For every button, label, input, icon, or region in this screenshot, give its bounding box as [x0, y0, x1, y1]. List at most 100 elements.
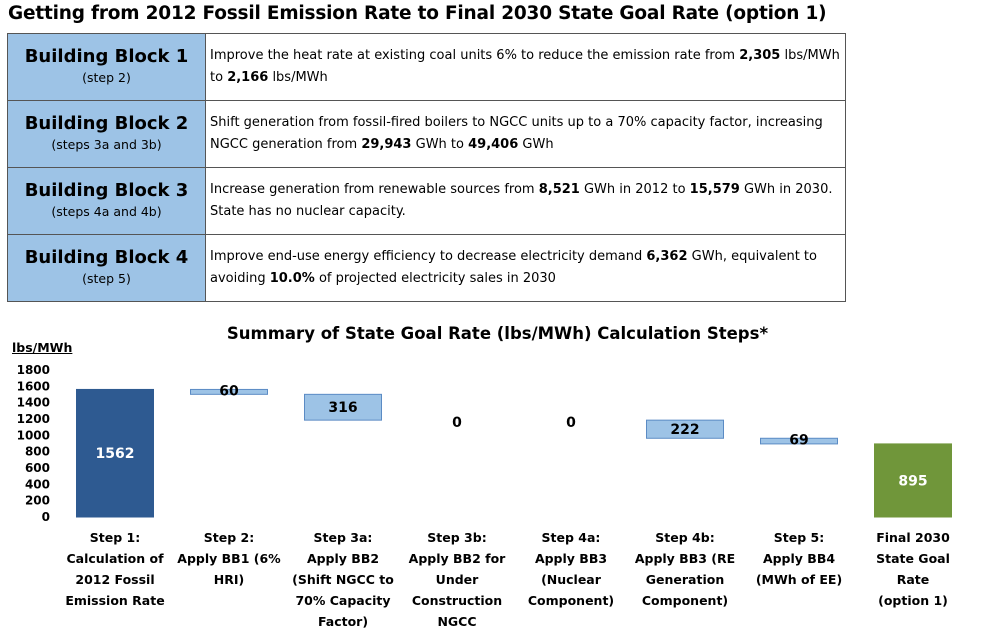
building-block-row: Building Block 2 (steps 3a and 3b) Shift g… [7, 100, 846, 168]
category-label-line: (Shift NGCC to [292, 572, 394, 587]
building-block-table: Building Block 1 (step 2) Improve the heat… [7, 33, 846, 302]
category-label: Step 4b: Apply BB3 (RE Generation Component… [629, 527, 741, 611]
category-label: Step 3a: Apply BB2 (Shift NGCC to 70% Capac… [287, 527, 399, 632]
building-block-row: Building Block 3 (steps 4a and 4b) Increas… [7, 167, 846, 235]
description-value: 2,166 [227, 70, 269, 85]
waterfall-bar [304, 393, 382, 421]
description-text: GWh in 2030. State has no nuclear capaci… [210, 182, 833, 219]
description-text: of projected electricity sales in 2030 [314, 271, 556, 286]
building-block-name: Building Block 3 [24, 180, 189, 201]
category-label-line: (option 1) [878, 593, 948, 608]
waterfall-bar [646, 419, 724, 439]
category-label: Step 1: Calculation of 2012 Fossil Emission… [59, 527, 171, 611]
category-label-line: Step 4b: [655, 530, 715, 545]
description-value: 8,521 [538, 182, 580, 197]
description-text: GWh, equivalent to avoiding [210, 249, 817, 286]
category-label-line: Apply BB1 (6% [177, 551, 281, 566]
description-value: 2,305 [739, 48, 781, 63]
category-label-line: Step 5: [773, 530, 825, 545]
y-axis-unit-label: lbs/MWh [12, 340, 73, 355]
category-label-line: Construction [411, 593, 503, 608]
y-tick-label: 1200 [17, 412, 50, 426]
description-text: GWh to [411, 137, 469, 152]
category-label-line: Apply BB3 [534, 551, 608, 566]
data-label: 1562 [96, 446, 135, 462]
building-block-step: (step 2) [82, 70, 131, 85]
description-value: 49,406 [468, 137, 519, 152]
waterfall-bar [190, 388, 268, 395]
category-label-line: Apply BB3 (RE [634, 551, 736, 566]
page-title: Getting from 2012 Fossil Emission Rate t… [8, 3, 827, 24]
building-block-step: (steps 3a and 3b) [51, 137, 162, 152]
category-label: Step 4a: Apply BB3 (Nuclear Component) [515, 527, 627, 611]
category-label-line: Step 4a: [541, 530, 601, 545]
y-tick-label: 1600 [17, 379, 50, 393]
description-text: Improve end-use energy efficiency to dec… [210, 249, 647, 264]
category-label-line: Component) [527, 593, 615, 608]
building-block-description: Improve end-use energy efficiency to dec… [205, 234, 846, 302]
category-label-line: Apply BB4 [762, 551, 836, 566]
y-tick-label: 800 [25, 445, 50, 459]
category-label-line: Calculation of [66, 551, 164, 566]
category-label-line: (Nuclear [541, 572, 601, 587]
building-block-name: Building Block 4 [24, 247, 189, 268]
description-text: GWh in 2012 to [579, 182, 690, 197]
building-block-label: Building Block 3 (steps 4a and 4b) [7, 167, 206, 235]
y-tick-label: 600 [25, 461, 50, 475]
category-label-line: Step 3a: [313, 530, 373, 545]
description-text: lbs/MWh to [210, 48, 840, 85]
category-label: Step 3b: Apply BB2 for Under Construction NG… [401, 527, 513, 632]
data-label: 316 [328, 400, 357, 416]
description-text: GWh [518, 137, 554, 152]
category-label-line: Factor) [317, 614, 369, 629]
category-label: Step 5: Apply BB4 (MWh of EE) [743, 527, 855, 590]
category-label-line: Apply BB2 for [408, 551, 506, 566]
category-label: Step 2: Apply BB1 (6% HRI) [173, 527, 285, 590]
category-label-line: State Goal [876, 551, 950, 566]
category-label-line: Apply BB2 [306, 551, 380, 566]
category-label-line: Emission Rate [65, 593, 165, 608]
building-block-row: Building Block 4 (step 5) Improve end-use … [7, 234, 846, 302]
building-block-description: Improve the heat rate at existing coal u… [205, 33, 846, 101]
category-label-line: NGCC [437, 614, 477, 629]
category-label-line: Final 2030 [876, 530, 950, 545]
category-label-line: Generation [645, 572, 725, 587]
y-tick-label: 1800 [17, 363, 50, 377]
category-label-line: (MWh of EE) [755, 572, 843, 587]
building-block-row: Building Block 1 (step 2) Improve the heat… [7, 33, 846, 101]
description-text: Improve the heat rate at existing coal u… [210, 48, 740, 63]
data-label: 69 [789, 432, 808, 448]
category-label-line: Step 1: [89, 530, 141, 545]
building-block-step: (steps 4a and 4b) [51, 204, 162, 219]
building-block-label: Building Block 4 (step 5) [7, 234, 206, 302]
category-label-line: Component) [641, 593, 729, 608]
y-tick-label: 200 [25, 494, 50, 508]
chart-title: Summary of State Goal Rate (lbs/MWh) Cal… [226, 324, 769, 343]
waterfall-bar [760, 437, 838, 445]
y-tick-label: 1400 [17, 396, 50, 410]
category-label-line: 2012 Fossil [75, 572, 155, 587]
description-value: 6,362 [646, 249, 688, 264]
building-block-description: Shift generation from fossil-fired boile… [205, 100, 846, 168]
description-value: 29,943 [361, 137, 412, 152]
data-label: 0 [452, 415, 462, 431]
data-label: 0 [566, 415, 576, 431]
waterfall-bar [76, 388, 154, 518]
building-block-step: (step 5) [82, 271, 131, 286]
description-text: lbs/MWh [268, 70, 328, 85]
y-tick-label: 0 [42, 510, 50, 524]
description-text: Increase generation from renewable sourc… [210, 182, 539, 197]
description-value: 10.0% [269, 271, 315, 286]
data-label: 60 [219, 383, 239, 399]
y-tick-label: 1000 [17, 428, 50, 442]
building-block-name: Building Block 2 [24, 113, 189, 134]
building-block-description: Increase generation from renewable sourc… [205, 167, 846, 235]
data-label: 222 [670, 422, 699, 438]
data-label: 895 [898, 473, 927, 489]
category-label-line: Under [435, 572, 479, 587]
category-label-line: Step 2: [203, 530, 255, 545]
description-value: 15,579 [689, 182, 740, 197]
y-tick-label: 400 [25, 477, 50, 491]
building-block-name: Building Block 1 [24, 46, 189, 67]
